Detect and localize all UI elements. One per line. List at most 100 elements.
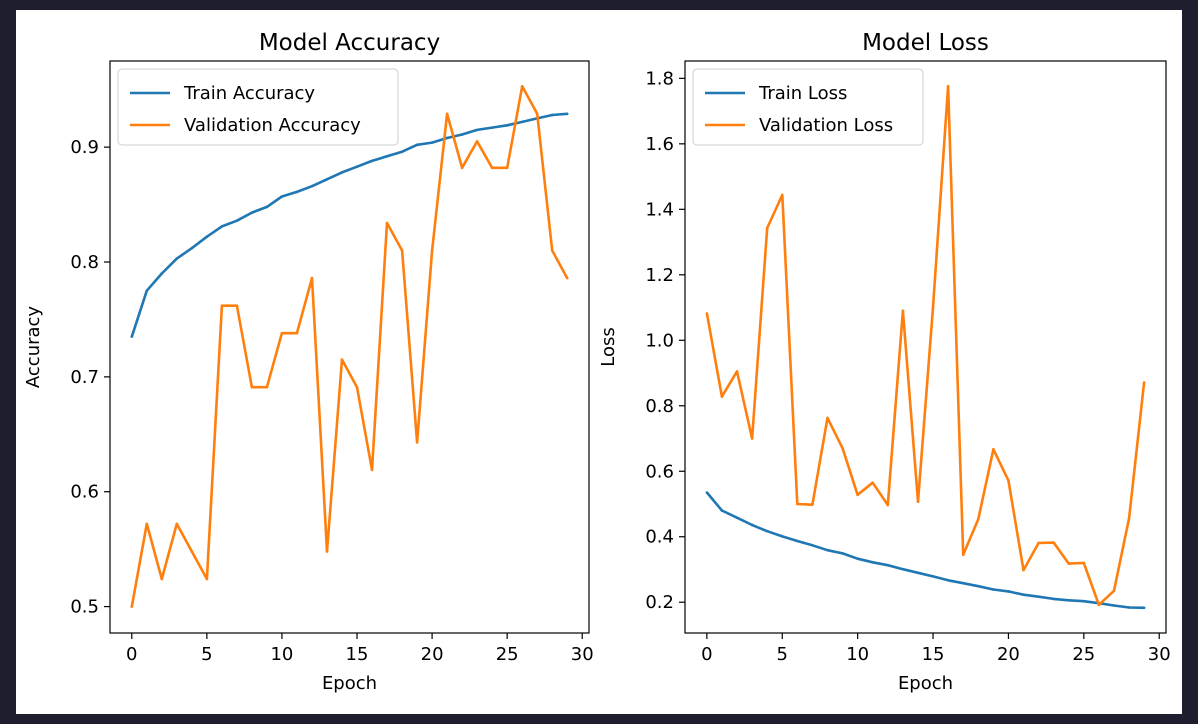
- accuracy-x-tick-label: 30: [571, 644, 594, 665]
- loss-point-validation-loss: [1127, 516, 1131, 520]
- loss-x-tick-label: 20: [997, 644, 1020, 665]
- accuracy-point-validation-accuracy: [400, 249, 404, 252]
- loss-series-train-loss: [705, 491, 1145, 610]
- accuracy-y-tick-label: 0.5: [70, 597, 99, 618]
- accuracy-y-tick-label: 0.8: [70, 252, 99, 273]
- loss-point-validation-loss: [720, 395, 724, 398]
- loss-y-tick-label: 1.4: [645, 199, 674, 220]
- accuracy-point-train-accuracy: [550, 113, 554, 117]
- accuracy-point-train-accuracy: [475, 128, 479, 132]
- loss-point-validation-loss: [1097, 603, 1101, 607]
- accuracy-y-tick-label: 0.6: [70, 482, 99, 503]
- accuracy-point-validation-accuracy: [265, 385, 269, 389]
- loss-point-train-loss: [1067, 598, 1071, 602]
- loss-point-validation-loss: [735, 370, 739, 373]
- loss-point-validation-loss: [750, 437, 754, 440]
- loss-point-validation-loss: [826, 416, 829, 420]
- accuracy-point-validation-accuracy: [145, 522, 149, 526]
- loss-legend-label-train-loss: Train Loss: [758, 83, 847, 104]
- loss-point-train-loss: [961, 581, 965, 585]
- loss-point-train-loss: [931, 575, 935, 578]
- accuracy-point-validation-accuracy: [310, 276, 314, 280]
- loss-legend-label-validation-loss: Validation Loss: [759, 115, 893, 136]
- accuracy-x-tick-label: 0: [126, 644, 137, 665]
- loss-x-tick-label: 0: [701, 644, 712, 665]
- loss-point-train-loss: [992, 588, 995, 591]
- loss-y-tick-label: 0.8: [645, 396, 674, 417]
- loss-point-train-loss: [811, 543, 814, 547]
- accuracy-legend-label-validation-accuracy: Validation Accuracy: [184, 115, 361, 136]
- loss-point-validation-loss: [931, 306, 935, 309]
- loss-point-validation-loss: [796, 502, 799, 506]
- accuracy-x-tick-label: 10: [270, 644, 293, 665]
- accuracy-y-tick-label: 0.9: [70, 137, 99, 158]
- accuracy-point-validation-accuracy: [355, 385, 359, 389]
- accuracy-x-axis-label: Epoch: [322, 673, 377, 694]
- loss-x-tick-label: 15: [922, 644, 945, 665]
- loss-y-axis-label: Loss: [598, 327, 619, 366]
- accuracy-point-validation-accuracy: [550, 249, 554, 252]
- accuracy-point-train-accuracy: [250, 211, 254, 214]
- loss-point-validation-loss: [901, 309, 905, 313]
- accuracy-point-validation-accuracy: [535, 112, 539, 116]
- accuracy-point-train-accuracy: [235, 219, 239, 222]
- loss-point-train-loss: [856, 557, 859, 560]
- accuracy-plot-area: [109, 60, 590, 634]
- accuracy-point-validation-accuracy: [475, 140, 479, 143]
- loss-x-axis-label: Epoch: [898, 673, 953, 694]
- loss-point-train-loss: [1112, 604, 1116, 607]
- chart-svg: Model Accuracy 0 5 10 15 20 25 30 0.5 0.6 0.7 0.8 0.…: [23, 30, 1171, 694]
- loss-point-train-loss: [976, 584, 980, 588]
- accuracy-point-train-accuracy: [385, 155, 389, 158]
- loss-y-tick-label: 1.0: [645, 330, 674, 351]
- loss-point-train-loss: [780, 535, 784, 538]
- accuracy-point-train-accuracy: [295, 190, 299, 194]
- accuracy-point-validation-accuracy: [280, 331, 284, 335]
- accuracy-point-train-accuracy: [400, 150, 404, 154]
- loss-point-validation-loss: [765, 226, 769, 230]
- accuracy-point-validation-accuracy: [130, 605, 134, 608]
- accuracy-series-train-accuracy: [130, 112, 568, 338]
- loss-point-train-loss: [1082, 599, 1086, 603]
- accuracy-point-validation-accuracy: [325, 550, 329, 553]
- accuracy-point-validation-accuracy: [220, 304, 224, 307]
- accuracy-legend-box: [117, 68, 399, 146]
- loss-point-train-loss: [796, 539, 799, 543]
- accuracy-point-validation-accuracy: [520, 84, 524, 88]
- accuracy-point-train-accuracy: [370, 159, 374, 163]
- loss-point-train-loss: [765, 529, 769, 533]
- loss-point-validation-loss: [1082, 561, 1086, 565]
- loss-point-validation-loss: [871, 481, 875, 485]
- loss-point-validation-loss: [1022, 568, 1025, 572]
- accuracy-point-train-accuracy: [445, 136, 449, 140]
- accuracy-point-validation-accuracy: [340, 358, 344, 361]
- loss-y-tick-label: 0.4: [645, 527, 674, 548]
- loss-point-validation-loss: [946, 84, 950, 88]
- accuracy-point-validation-accuracy: [235, 304, 239, 307]
- accuracy-point-validation-accuracy: [505, 166, 509, 170]
- accuracy-y-axis-label: Accuracy: [23, 306, 44, 389]
- loss-point-train-loss: [946, 578, 950, 582]
- accuracy-point-train-accuracy: [205, 235, 209, 239]
- loss-point-train-loss: [750, 523, 754, 527]
- loss-point-validation-loss: [916, 500, 920, 504]
- accuracy-point-validation-accuracy: [175, 522, 179, 526]
- accuracy-point-validation-accuracy: [190, 550, 194, 553]
- loss-point-train-loss: [1142, 606, 1146, 610]
- accuracy-point-train-accuracy: [460, 133, 464, 136]
- loss-point-validation-loss: [1112, 589, 1116, 593]
- accuracy-chart-title: Model Accuracy: [259, 30, 440, 56]
- loss-y-tick-label: 1.6: [645, 134, 674, 155]
- loss-point-validation-loss: [1142, 381, 1146, 384]
- accuracy-point-validation-accuracy: [295, 331, 299, 335]
- accuracy-point-validation-accuracy: [370, 468, 374, 472]
- accuracy-point-train-accuracy: [265, 205, 269, 209]
- accuracy-legend-label-train-accuracy: Train Accuracy: [183, 83, 315, 104]
- loss-point-train-loss: [901, 567, 905, 571]
- accuracy-x-tick-label: 15: [346, 644, 369, 665]
- figure: Model Accuracy 0 5 10 15 20 25 30 0.5 0.6 0.7 0.8 0.…: [16, 10, 1182, 714]
- loss-point-train-loss: [886, 563, 890, 567]
- loss-point-validation-loss: [841, 447, 844, 450]
- accuracy-point-train-accuracy: [430, 141, 434, 144]
- loss-point-validation-loss: [1007, 479, 1010, 482]
